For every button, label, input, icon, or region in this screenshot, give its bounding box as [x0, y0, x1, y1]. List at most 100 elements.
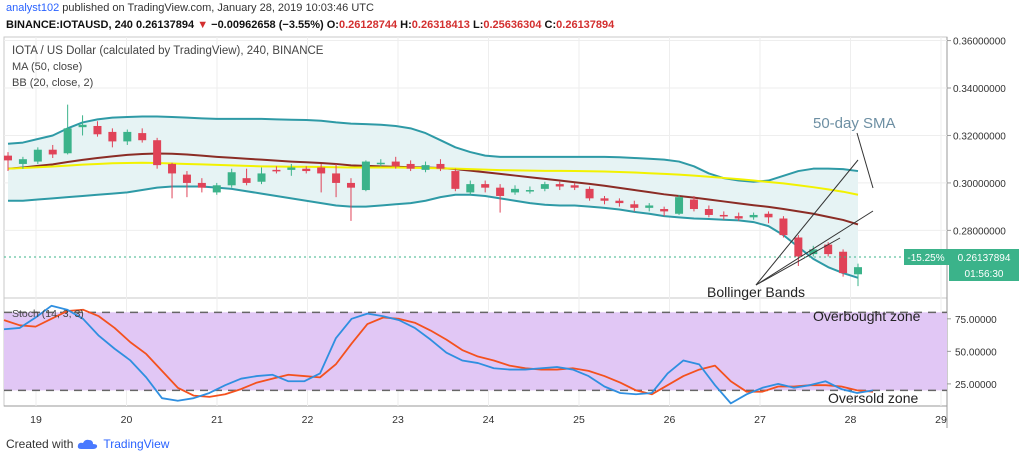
candle-body	[466, 184, 475, 193]
candle-body	[108, 131, 117, 142]
price-change: −0.00962658 (−3.55%)	[211, 19, 324, 31]
candle-body	[361, 161, 370, 191]
stoch-legend[interactable]: Stoch (14, 3, 3)	[12, 308, 84, 320]
candle-body	[153, 140, 162, 166]
candle-body	[123, 131, 132, 142]
time-axis: 19 20 21 22 23 24 25 26 27 28 29	[30, 414, 947, 426]
y-tick-label: 0.34000000	[953, 84, 1006, 95]
candle-body	[376, 162, 385, 165]
candle-body	[197, 182, 206, 188]
candle-body	[824, 244, 833, 255]
candle-body	[854, 267, 862, 275]
x-tick-label: 27	[754, 414, 766, 426]
high-label: H:	[400, 19, 412, 31]
candle-body	[585, 188, 594, 199]
down-arrow-icon: ▼	[197, 19, 209, 31]
candle-body	[168, 163, 177, 174]
candle-body	[779, 218, 788, 236]
candle-body	[734, 216, 743, 219]
bands-pointer-line-1	[755, 159, 859, 286]
x-tick-label: 24	[483, 414, 495, 426]
bands-annotation: Bollinger Bands	[707, 284, 805, 300]
sma-annotation: 50-day SMA	[813, 115, 896, 132]
candle-body	[242, 178, 251, 183]
tradingview-brand[interactable]: TradingView	[103, 437, 170, 451]
high-value: 0.26318413	[411, 19, 470, 31]
candle-body	[451, 171, 460, 189]
price-axis: 0.36000000 0.34000000 0.32000000 0.30000000…	[947, 37, 1006, 391]
candle-body	[63, 128, 72, 154]
bb-legend[interactable]: BB (20, close, 2)	[12, 77, 94, 89]
ma-legend[interactable]: MA (50, close)	[12, 61, 83, 73]
candle-body	[496, 187, 505, 196]
tradingview-cloud-icon	[78, 439, 98, 449]
oversold-annotation: Oversold zone	[828, 390, 918, 406]
last-price-tag	[949, 249, 1019, 265]
stoch-tick-label: 50.00000	[955, 347, 997, 358]
y-tick-label: 0.32000000	[953, 131, 1006, 142]
candle-body	[48, 149, 57, 155]
countdown-tag	[949, 265, 1019, 281]
publish-text: published on TradingView.com, January 28…	[62, 2, 374, 14]
candle-body	[93, 125, 102, 135]
candle-body	[809, 249, 818, 255]
bollinger-band-area	[8, 116, 858, 278]
open-value: 0.26128744	[338, 19, 398, 31]
candle-body	[540, 184, 549, 189]
candle-body	[227, 172, 236, 186]
chart-title: IOTA / US Dollar (calculated by TradingV…	[12, 45, 324, 57]
y-tick-label: 0.30000000	[953, 179, 1006, 190]
candle-body	[287, 167, 296, 170]
candle-body	[689, 199, 698, 210]
publish-info: analyst102 published on TradingView.com,…	[6, 2, 374, 14]
indicator-lines	[3, 115, 874, 405]
last-price: 0.26137894	[136, 19, 195, 31]
x-tick-label: 23	[392, 414, 404, 426]
stoch-range-fill	[4, 311, 947, 392]
x-tick-label: 26	[664, 414, 676, 426]
candle-body	[525, 190, 534, 192]
candle-body	[317, 167, 326, 174]
candle-body	[212, 185, 221, 193]
x-tick-label: 25	[573, 414, 585, 426]
bands-pointer-line-3	[755, 237, 841, 286]
publisher-username[interactable]: analyst102	[6, 2, 60, 14]
open-label: O:	[326, 19, 339, 31]
candle-body	[332, 173, 341, 183]
candle-body	[511, 188, 520, 193]
low-label: L:	[472, 19, 484, 31]
bollinger-fill	[8, 116, 858, 278]
sma-pointer-line	[856, 132, 874, 189]
candle-body	[257, 173, 266, 182]
ohlc-header: BINANCE:IOTAUSD, 240 0.26137894 ▼ −0.009…	[6, 19, 614, 31]
bb-lower-line	[8, 185, 859, 279]
candle-body	[138, 133, 147, 141]
x-tick-label: 20	[121, 414, 133, 426]
countdown-tag-text: 01:56:30	[965, 269, 1004, 280]
candle-body	[764, 213, 773, 218]
candle-body	[406, 163, 415, 169]
stoch-zone	[4, 312, 947, 391]
stoch-tick-label: 25.00000	[955, 380, 997, 391]
stoch-tick-label: 75.00000	[955, 315, 997, 326]
candle-body	[78, 124, 87, 128]
stoch-d-line	[3, 308, 874, 398]
candle-body	[481, 184, 490, 188]
y-tick-label: 0.36000000	[953, 37, 1006, 48]
x-tick-label: 22	[302, 414, 314, 426]
x-tick-label: 21	[211, 414, 223, 426]
symbol-interval: BINANCE:IOTAUSD, 240	[6, 19, 133, 31]
bb-upper-line	[7, 115, 859, 183]
candle-body	[391, 161, 400, 167]
candle-body	[749, 214, 758, 218]
x-tick-label: 28	[845, 414, 857, 426]
annotation-pointers	[755, 132, 874, 286]
candle-body	[4, 155, 12, 161]
overbought-annotation: Overbought zone	[813, 308, 921, 324]
candle-body	[182, 174, 191, 183]
candle-body	[421, 165, 430, 170]
candle-body	[719, 214, 728, 217]
candle-body	[18, 159, 27, 164]
low-value: 0.25636304	[483, 19, 542, 31]
